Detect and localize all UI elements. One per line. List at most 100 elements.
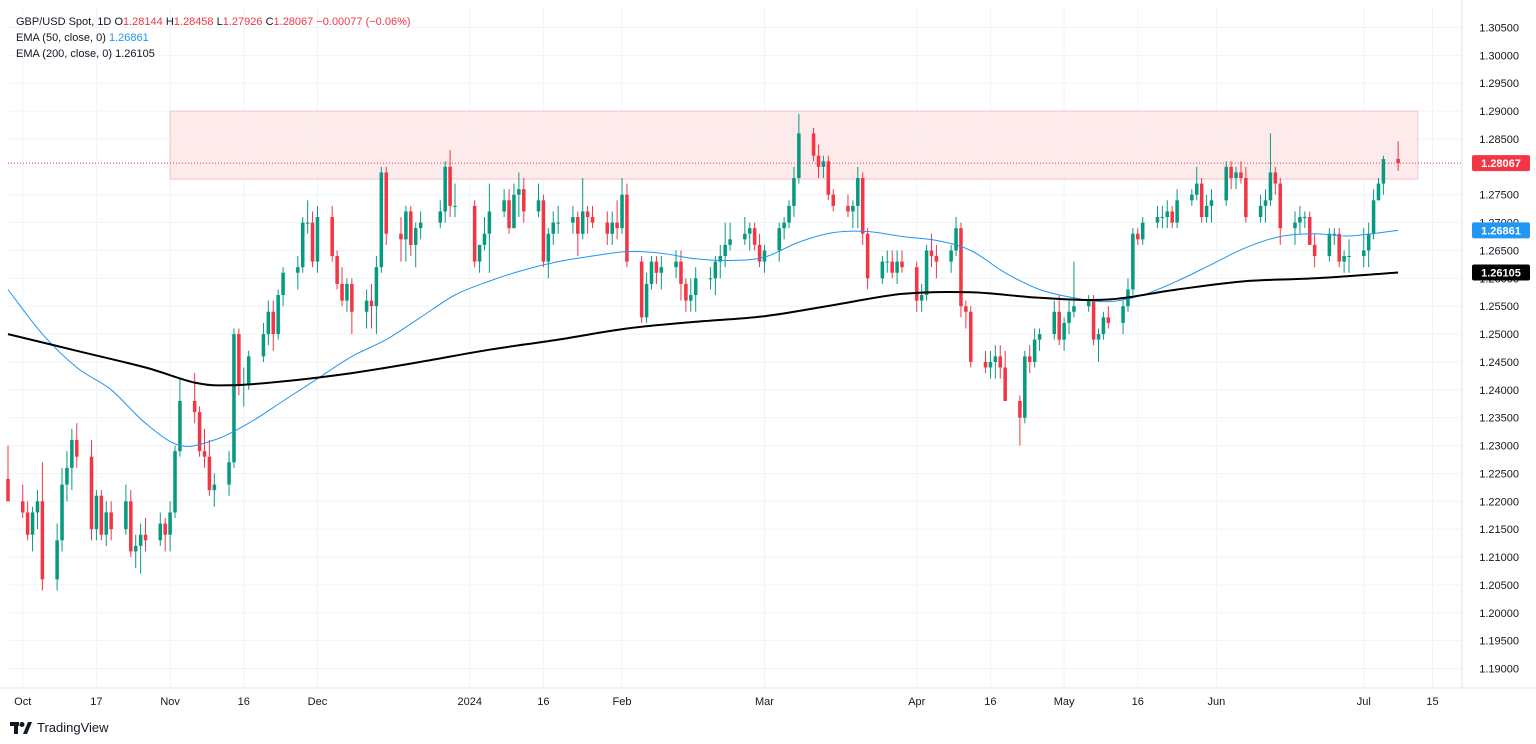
- y-tick-label-6: 1.27500: [1479, 190, 1519, 202]
- candle-2023-11-27: [296, 256, 300, 290]
- candle-body: [1224, 166, 1228, 201]
- candle-body: [1165, 211, 1170, 218]
- candle-body: [1003, 367, 1007, 401]
- candle-body: [929, 250, 934, 257]
- candle-2024-05-24: [1175, 189, 1179, 229]
- candle-body: [133, 545, 138, 552]
- legend-high-label: H: [165, 16, 174, 28]
- candle-2024-06-26: [1337, 228, 1341, 268]
- candle-body: [821, 161, 826, 167]
- candle-body: [1062, 322, 1066, 340]
- candle-2024-04-02: [919, 283, 924, 312]
- candle-2023-10-19: [104, 501, 109, 546]
- candle-2024-05-13: [1121, 300, 1125, 335]
- candle-body: [1057, 311, 1061, 340]
- candle-2023-12-20: [409, 205, 413, 257]
- candle-body: [988, 361, 993, 368]
- legend-ema50-row[interactable]: EMA (50, close, 0) 1.26861: [16, 30, 411, 46]
- candle-2024-02-07: [649, 256, 654, 290]
- candle-2023-10-09: [55, 523, 59, 591]
- candle-2024-02-29: [757, 233, 762, 268]
- candles: [6, 113, 1400, 591]
- candle-2024-02-09: [659, 256, 664, 290]
- candle-2024-04-03: [924, 244, 929, 301]
- candle-body: [856, 178, 860, 206]
- candle-2024-04-30: [1057, 295, 1061, 346]
- candle-body: [1396, 158, 1400, 164]
- candle-2024-05-02: [1067, 300, 1071, 335]
- candle-body: [571, 217, 575, 223]
- candle-body: [1121, 306, 1125, 323]
- candle-2024-01-15: [536, 183, 541, 218]
- ema200-line: [7, 271, 1399, 387]
- candle-body: [335, 256, 339, 284]
- candle-2023-10-16: [89, 439, 94, 541]
- x-tick-label-3: 16: [238, 696, 250, 708]
- candle-body: [70, 439, 74, 468]
- x-tick-label-0: Oct: [14, 696, 31, 708]
- candle-2024-04-10: [959, 222, 963, 318]
- candle-2024-02-14: [684, 278, 688, 312]
- candle-body: [487, 211, 492, 234]
- candle-body: [232, 334, 236, 463]
- candle-body: [1175, 200, 1179, 223]
- y-tick-label-20: 1.20500: [1479, 580, 1519, 592]
- candle-body: [1332, 233, 1337, 235]
- candle-body: [556, 222, 560, 224]
- candle-body: [1263, 200, 1268, 206]
- candle-body: [384, 172, 389, 234]
- candle-2023-10-17: [94, 490, 99, 541]
- candle-body: [55, 540, 59, 580]
- legend-ema200-row[interactable]: EMA (200, close, 0) 1.26105: [16, 46, 411, 62]
- candle-body: [1194, 183, 1199, 195]
- candle-body: [369, 300, 374, 307]
- candle-2024-07-08: [1396, 141, 1400, 171]
- candle-2023-10-31: [163, 518, 167, 552]
- candle-2024-06-27: [1342, 250, 1346, 273]
- y-tick-label-21: 1.20000: [1479, 608, 1519, 620]
- last-price-badge: 1.28067: [1472, 155, 1530, 172]
- candle-body: [718, 256, 723, 262]
- candle-body: [959, 228, 963, 307]
- candle-2024-03-28: [895, 250, 899, 284]
- candle-body: [443, 166, 447, 212]
- candle-2023-10-10: [60, 467, 64, 552]
- brand-name: TradingView: [37, 720, 109, 735]
- candle-body: [752, 228, 757, 245]
- x-tick-label-15: 15: [1426, 696, 1438, 708]
- tradingview-brand[interactable]: TradingView: [10, 720, 109, 735]
- candle-body: [1342, 256, 1346, 262]
- candle-2024-05-23: [1170, 205, 1174, 229]
- candle-body: [374, 267, 379, 307]
- candle-body: [512, 194, 516, 229]
- candle-2023-10-04: [30, 506, 35, 552]
- candle-2024-01-04: [482, 217, 487, 251]
- candle-body: [453, 205, 457, 207]
- candle-2024-02-05: [639, 256, 644, 323]
- candle-2024-06-11: [1263, 189, 1268, 223]
- x-tick-label-9: Apr: [908, 696, 925, 708]
- candle-body: [659, 267, 664, 273]
- legend-open: 1.28144: [123, 16, 163, 28]
- candle-body: [168, 512, 172, 535]
- candle-body: [949, 250, 953, 262]
- candle-body: [1190, 194, 1194, 201]
- candle-body: [104, 512, 109, 535]
- candle-body: [1234, 172, 1238, 178]
- candle-body: [418, 222, 423, 229]
- candle-body: [605, 222, 610, 234]
- candle-2023-11-14: [232, 328, 236, 468]
- candle-body: [679, 261, 683, 284]
- candle-2024-02-20: [713, 256, 718, 296]
- candle-body: [1170, 211, 1174, 223]
- ema200-badge-bg: [1472, 264, 1530, 281]
- x-tick-label-1: 17: [90, 696, 102, 708]
- candle-body: [399, 233, 403, 240]
- candle-2024-04-11: [964, 300, 968, 329]
- candle-body: [207, 456, 212, 491]
- y-tick-label-10: 1.25500: [1479, 301, 1519, 313]
- candle-2024-06-12: [1268, 133, 1273, 206]
- candle-2024-05-20: [1155, 205, 1160, 229]
- candle-body: [192, 400, 197, 413]
